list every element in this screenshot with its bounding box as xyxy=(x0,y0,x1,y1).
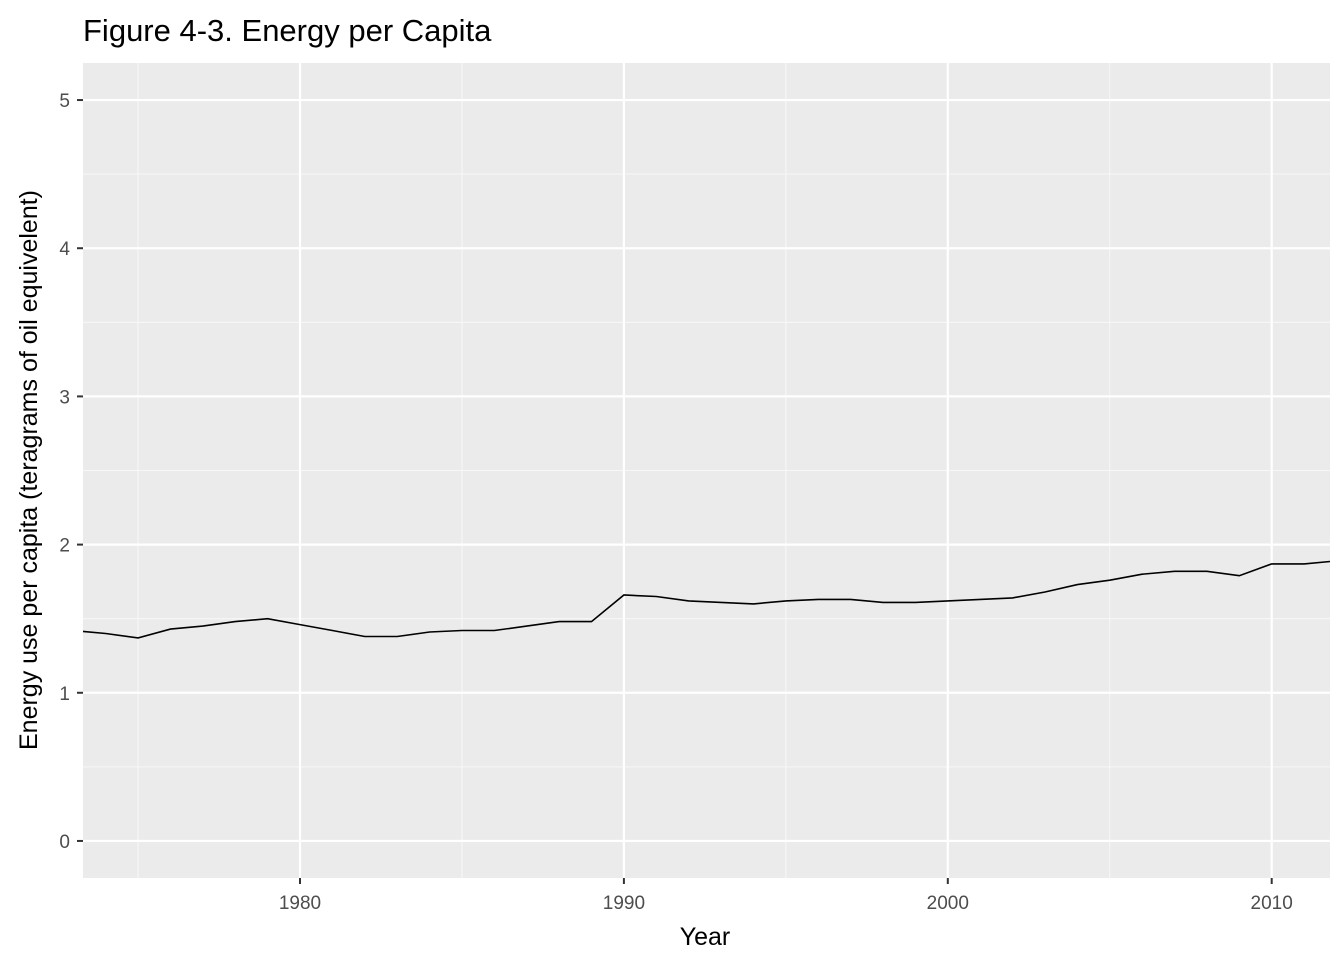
major-gridlines xyxy=(83,63,1330,878)
y-axis-ticks: 0 1 2 3 4 5 xyxy=(59,91,83,853)
x-tick-label: 1990 xyxy=(603,893,645,914)
y-tick-label: 5 xyxy=(59,91,70,112)
chart-title: Figure 4-3. Energy per Capita xyxy=(83,13,492,48)
x-tick-label: 2000 xyxy=(927,893,969,914)
y-tick-label: 0 xyxy=(59,832,70,853)
x-tick-label: 2010 xyxy=(1251,893,1293,914)
y-tick-label: 1 xyxy=(59,684,70,705)
y-tick-label: 2 xyxy=(59,536,70,557)
x-axis-title: Year xyxy=(680,923,731,951)
minor-gridlines xyxy=(83,63,1330,878)
x-axis-ticks: 1980 1990 2000 2010 xyxy=(279,878,1293,914)
x-tick-label: 1980 xyxy=(279,893,321,914)
y-axis-title: Energy use per capita (teragrams of oil … xyxy=(15,190,43,750)
y-tick-label: 3 xyxy=(59,387,70,408)
y-tick-label: 4 xyxy=(59,239,70,260)
series-line xyxy=(82,560,1331,639)
